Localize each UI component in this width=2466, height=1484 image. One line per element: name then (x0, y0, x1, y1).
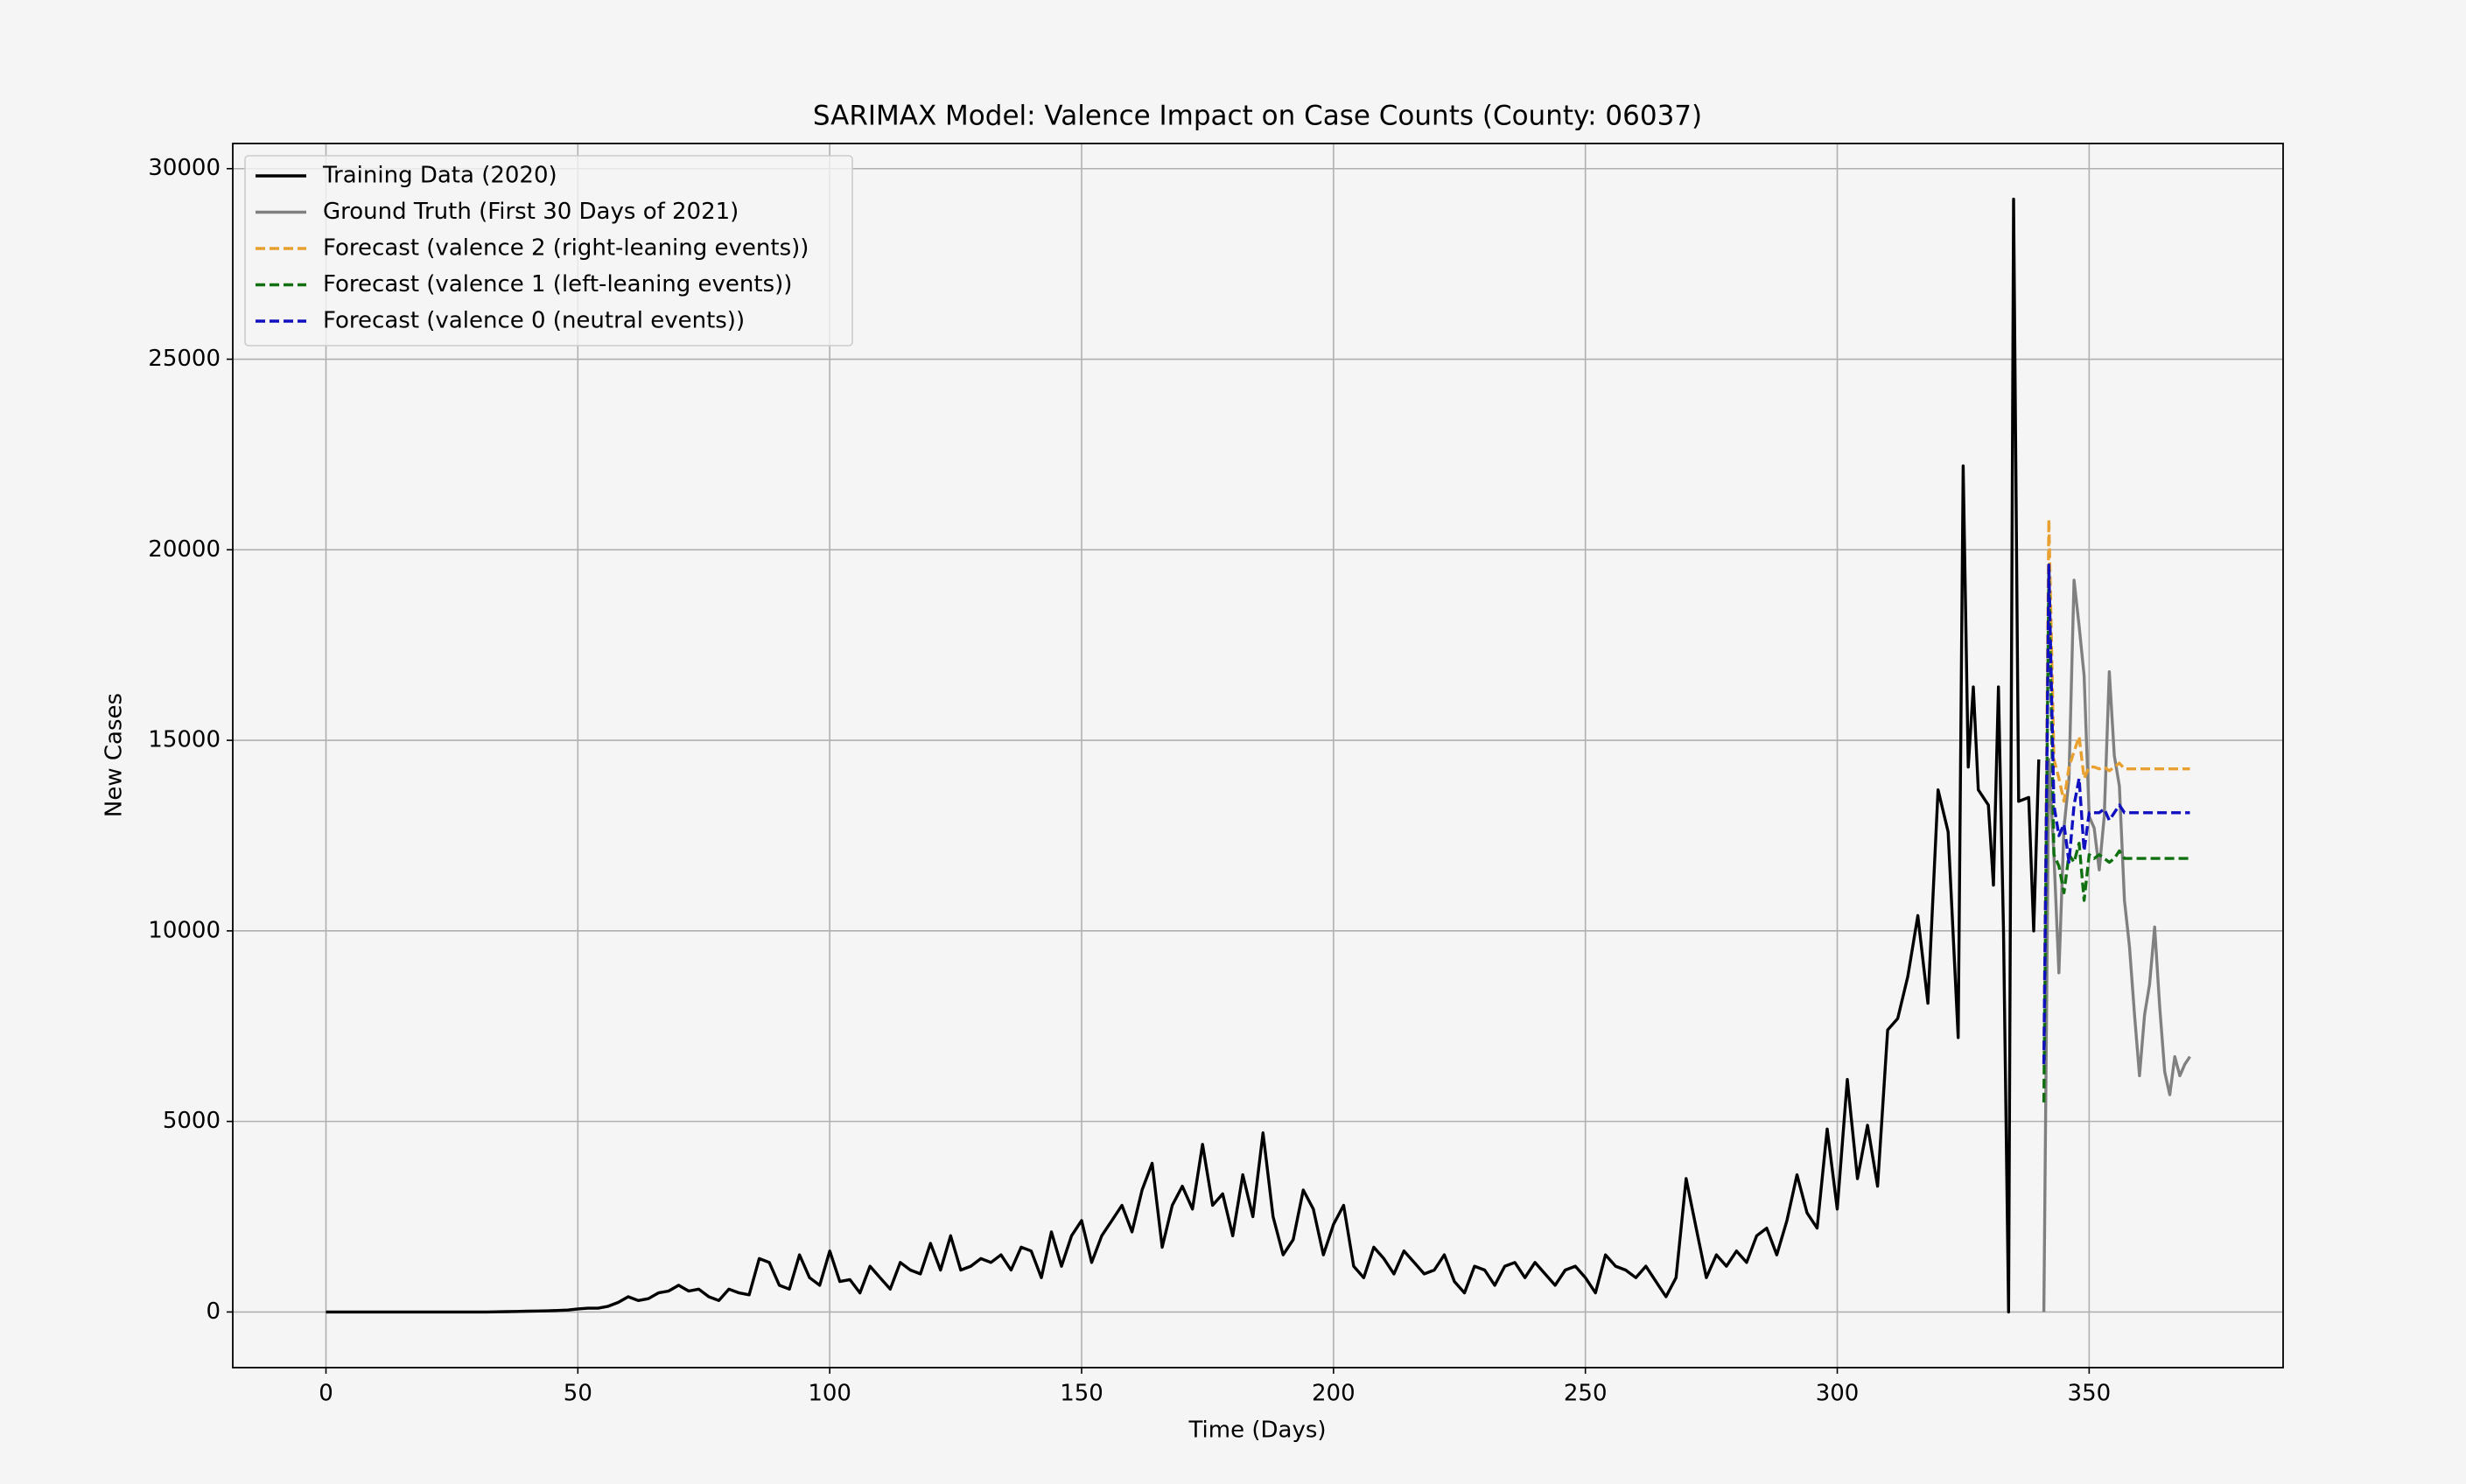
plot-frame (232, 143, 2284, 1368)
x-tick-label: 200 (1312, 1381, 1356, 1407)
series-line (2042, 578, 2191, 1312)
y-tick-label: 25000 (148, 346, 221, 372)
series-line (326, 197, 2041, 1314)
y-tick-label: 0 (206, 1298, 221, 1325)
legend-label: Forecast (valence 1 (left-leaning events… (323, 271, 792, 298)
x-tick-label: 250 (1564, 1381, 1608, 1407)
x-tick-label: 50 (564, 1381, 592, 1407)
legend-label: Forecast (valence 0 (neutral events)) (323, 308, 745, 334)
legend-label: Forecast (valence 2 (right-leaning event… (323, 235, 809, 262)
legend-box (244, 155, 853, 346)
x-tick-label: 300 (1816, 1381, 1860, 1407)
x-tick-label: 350 (2068, 1381, 2112, 1407)
legend-label: Ground Truth (First 30 Days of 2021) (323, 199, 739, 225)
x-axis-label: Time (Days) (1187, 1418, 1326, 1444)
y-tick-label: 15000 (148, 727, 221, 753)
x-tick-label: 100 (808, 1381, 851, 1407)
y-axis-label: New Cases (102, 693, 128, 817)
series-line (2042, 564, 2190, 1065)
series-line (2042, 517, 2190, 1065)
y-tick-label: 20000 (148, 536, 221, 563)
x-tick-label: 0 (319, 1381, 333, 1407)
chart-title: SARIMAX Model: Valence Impact on Case Co… (813, 101, 1702, 132)
legend: Training Data (2020) Ground Truth (First … (244, 155, 853, 346)
legend-label: Training Data (2020) (322, 163, 557, 189)
x-tick-label: 150 (1060, 1381, 1103, 1407)
y-tick-label: 30000 (148, 155, 221, 181)
y-tick-label: 10000 (148, 917, 221, 943)
y-tick-label: 5000 (163, 1108, 221, 1134)
